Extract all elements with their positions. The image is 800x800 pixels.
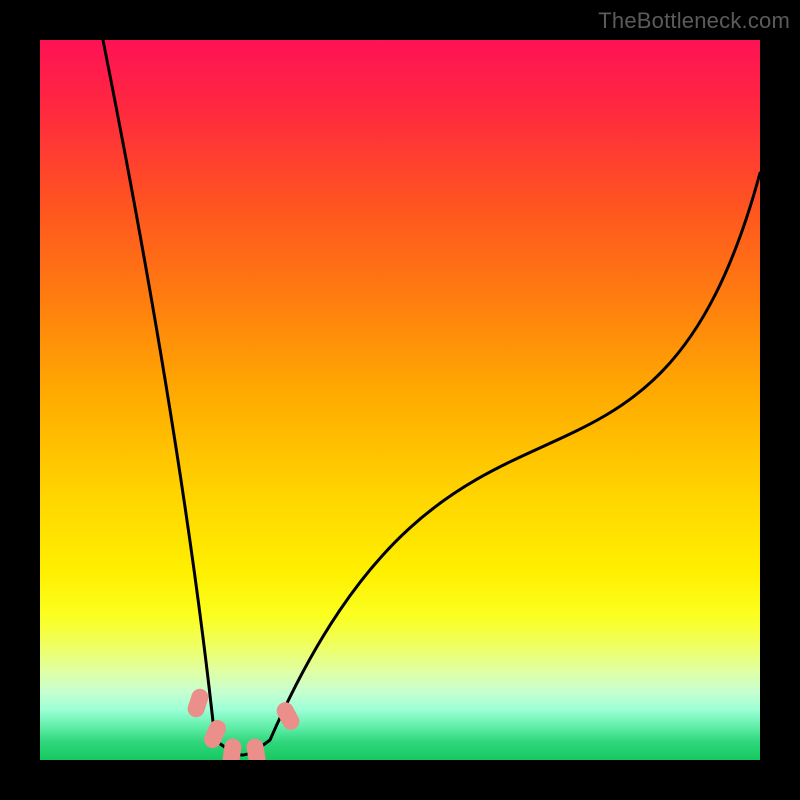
attribution-label: TheBottleneck.com (598, 8, 790, 34)
plot-svg (40, 40, 760, 760)
plot-area (40, 40, 760, 760)
gradient-background (40, 40, 760, 760)
